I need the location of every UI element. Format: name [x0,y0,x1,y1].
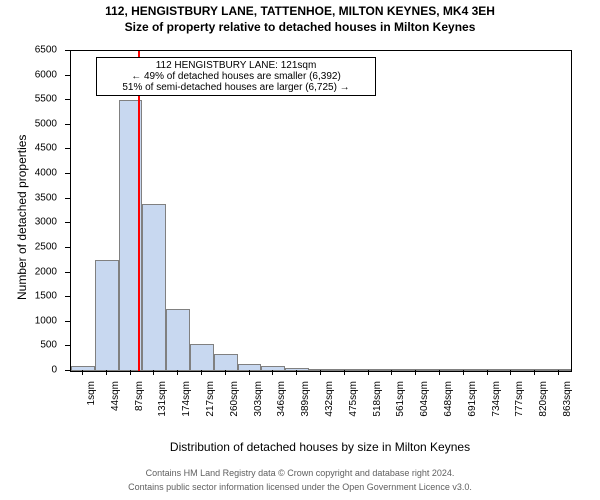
xtick-label: 303sqm [253,381,264,481]
ytick-mark [65,75,70,76]
xtick-label: 174sqm [181,381,192,481]
ytick-mark [65,173,70,174]
xtick-mark [368,370,369,375]
ytick-label: 1000 [0,315,57,326]
xtick-label: 518sqm [372,381,383,481]
ytick-mark [65,124,70,125]
xtick-mark [272,370,273,375]
footer-line-2: Contains public sector information licen… [0,482,600,492]
y-axis-label: Number of detached properties [15,135,29,300]
ytick-mark [65,247,70,248]
xtick-label: 432sqm [324,381,335,481]
xtick-mark [558,370,559,375]
xtick-mark [320,370,321,375]
annotation-line-2: ← 49% of detached houses are smaller (6,… [103,71,369,82]
xtick-label: 260sqm [229,381,240,481]
ytick-label: 5500 [0,94,57,105]
ytick-label: 5000 [0,118,57,129]
ytick-label: 6500 [0,45,57,56]
ytick-mark [65,50,70,51]
ytick-mark [65,198,70,199]
xtick-mark [296,370,297,375]
xtick-label: 561sqm [395,381,406,481]
xtick-mark [225,370,226,375]
xtick-mark [463,370,464,375]
xtick-mark [106,370,107,375]
xtick-mark [415,370,416,375]
xtick-mark [534,370,535,375]
xtick-label: 87sqm [134,381,145,481]
xtick-label: 131sqm [157,381,168,481]
xtick-label: 604sqm [419,381,430,481]
xtick-label: 820sqm [538,381,549,481]
ytick-mark [65,272,70,273]
xtick-label: 1sqm [86,381,97,481]
chart-title-line1: 112, HENGISTBURY LANE, TATTENHOE, MILTON… [0,4,600,18]
xtick-mark [439,370,440,375]
footer-line-1: Contains HM Land Registry data © Crown c… [0,468,600,478]
xtick-mark [510,370,511,375]
ytick-mark [65,345,70,346]
xtick-label: 217sqm [205,381,216,481]
bar [166,309,190,371]
ytick-label: 500 [0,340,57,351]
xtick-label: 734sqm [491,381,502,481]
bar [142,204,166,371]
annotation-line-1: 112 HENGISTBURY LANE: 121sqm [103,60,369,71]
chart-container: 112, HENGISTBURY LANE, TATTENHOE, MILTON… [0,0,600,500]
xtick-mark [249,370,250,375]
xtick-label: 44sqm [110,381,121,481]
xtick-label: 777sqm [514,381,525,481]
ytick-label: 6000 [0,69,57,80]
xtick-label: 691sqm [467,381,478,481]
bar [95,260,119,371]
xtick-label: 389sqm [300,381,311,481]
xtick-label: 648sqm [443,381,454,481]
xtick-mark [177,370,178,375]
annotation-line-3: 51% of semi-detached houses are larger (… [103,82,369,93]
xtick-mark [391,370,392,375]
xtick-label: 863sqm [562,381,573,481]
annotation-box: 112 HENGISTBURY LANE: 121sqm ← 49% of de… [96,57,376,96]
xtick-mark [201,370,202,375]
chart-title-line2: Size of property relative to detached ho… [0,20,600,34]
bar [214,354,238,371]
xtick-mark [130,370,131,375]
ytick-mark [65,296,70,297]
ytick-mark [65,99,70,100]
ytick-mark [65,148,70,149]
ytick-mark [65,222,70,223]
xtick-mark [153,370,154,375]
xtick-mark [82,370,83,375]
xtick-label: 346sqm [276,381,287,481]
ytick-mark [65,370,70,371]
bar [71,366,95,371]
bar [190,344,214,371]
x-axis-label: Distribution of detached houses by size … [70,440,570,454]
xtick-mark [487,370,488,375]
plot-area: 112 HENGISTBURY LANE: 121sqm ← 49% of de… [70,50,572,372]
reference-line [138,51,140,371]
ytick-label: 0 [0,365,57,376]
xtick-label: 475sqm [348,381,359,481]
ytick-mark [65,321,70,322]
xtick-mark [344,370,345,375]
